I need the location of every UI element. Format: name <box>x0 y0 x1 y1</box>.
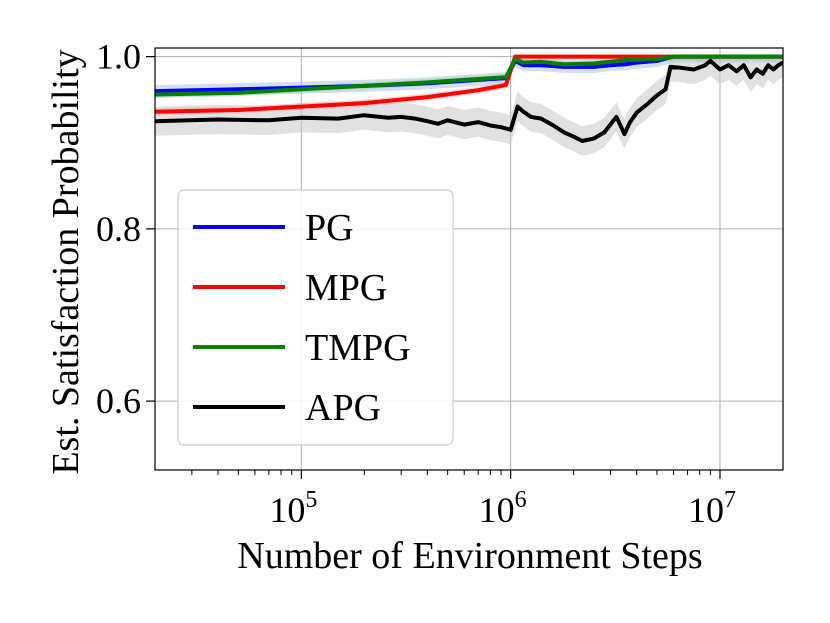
x-tick-exponent: 5 <box>305 487 317 513</box>
confidence-bands <box>155 56 783 156</box>
y-axis-ticks: 0.6 0.8 1.0 <box>96 37 155 421</box>
x-axis-ticks: 105 106 107 <box>191 470 736 530</box>
legend-label-pg: PG <box>305 207 354 249</box>
legend-label-mpg: MPG <box>305 267 387 309</box>
x-tick-label: 107 <box>688 487 736 530</box>
x-tick-exponent: 7 <box>724 487 736 513</box>
legend-label-tmpg: TMPG <box>305 327 411 369</box>
y-axis-label: Est. Satisfaction Probability <box>45 49 87 474</box>
line-apg <box>155 58 783 143</box>
line-mpg <box>155 54 783 114</box>
y-tick-label: 1.0 <box>96 37 141 77</box>
x-axis-label: Number of Environment Steps <box>237 535 702 577</box>
x-tick-exponent: 6 <box>515 487 527 513</box>
y-tick-label: 0.8 <box>96 209 141 249</box>
plot-frame <box>154 47 784 471</box>
x-tick-label: 105 <box>269 487 317 530</box>
x-tick-label: 106 <box>479 487 527 530</box>
x-tick-base: 10 <box>479 490 515 530</box>
series-lines <box>155 54 783 143</box>
x-tick-base: 10 <box>269 490 305 530</box>
y-tick-label: 0.6 <box>96 381 141 421</box>
legend: PG MPG TMPG APG <box>177 189 454 446</box>
x-tick-base: 10 <box>688 490 724 530</box>
legend-box <box>177 189 454 446</box>
legend-label-apg: APG <box>305 387 381 429</box>
line-tmpg <box>155 54 783 97</box>
